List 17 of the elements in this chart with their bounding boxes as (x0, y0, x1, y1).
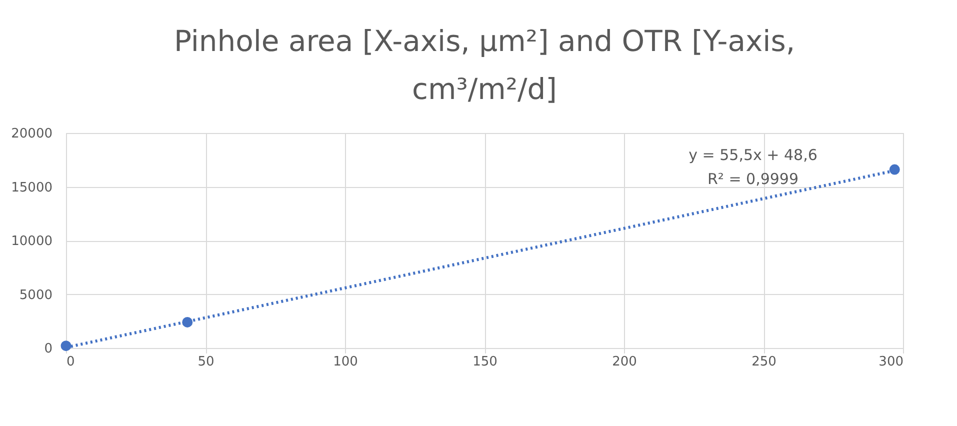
x-tick-label: 250 (752, 354, 776, 370)
annotation: y = 55,5x + 48,6 (688, 146, 818, 164)
y-tick-label: 15000 (11, 180, 52, 196)
point (60, 340, 72, 352)
x-tick-label: 50 (198, 354, 214, 370)
x-tick-label: 100 (333, 354, 358, 370)
x-tick-label: 0 (66, 354, 75, 370)
x-tick-label: 200 (612, 354, 637, 370)
annotation: R² = 0,9999 (707, 170, 799, 188)
y-tick-label: 20000 (11, 126, 52, 142)
y-tick-label: 0 (44, 342, 52, 356)
point (889, 164, 900, 175)
y-tick-label: 10000 (11, 234, 52, 249)
y-tick-label: 5000 (19, 288, 52, 303)
chart-title: Pinhole area [X-axis, µm²] and OTR [Y-axis, cm³/m²/d] (174, 24, 796, 106)
x-tick-label: 150 (472, 354, 498, 370)
x-tick-label: 300 (878, 354, 904, 370)
